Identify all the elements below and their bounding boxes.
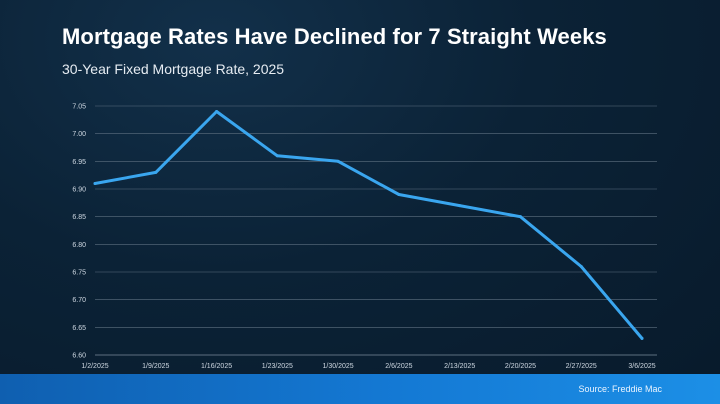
data-point xyxy=(458,204,462,208)
data-point xyxy=(215,110,219,114)
x-tick-label: 3/6/2025 xyxy=(628,363,655,370)
y-tick-label: 7.05 xyxy=(72,104,86,111)
x-tick-label: 1/30/2025 xyxy=(323,363,354,370)
data-point xyxy=(397,193,401,197)
x-tick-label: 1/23/2025 xyxy=(262,363,293,370)
x-tick-label: 2/13/2025 xyxy=(444,363,475,370)
source-note: Source: Freddie Mac xyxy=(578,384,662,394)
data-point xyxy=(579,264,583,268)
x-axis-ticks: 1/2/2025 1/9/2025 1/16/2025 1/23/2025 1/30/2… xyxy=(81,363,655,370)
data-point xyxy=(518,215,522,219)
chart-subtitle: 30-Year Fixed Mortgage Rate, 2025 xyxy=(62,61,285,77)
data-point xyxy=(154,170,158,174)
x-tick-label: 2/6/2025 xyxy=(385,363,412,370)
series-line xyxy=(93,110,644,340)
x-tick-label: 2/20/2025 xyxy=(505,363,536,370)
y-axis-ticks: 6.60 6.65 6.70 6.75 6.80 6.85 6.90 6.95 7.00 7.05 xyxy=(72,104,86,360)
x-tick-label: 1/2/2025 xyxy=(81,363,108,370)
data-point xyxy=(93,181,97,185)
y-tick-label: 6.80 xyxy=(72,242,86,249)
data-point xyxy=(336,159,340,163)
data-point xyxy=(275,154,279,158)
series-layer xyxy=(93,110,644,340)
x-tick-label: 1/9/2025 xyxy=(142,363,169,370)
y-tick-label: 6.90 xyxy=(72,187,86,194)
gridlines xyxy=(95,105,657,356)
y-tick-label: 7.00 xyxy=(72,131,86,138)
y-tick-label: 6.60 xyxy=(72,353,86,360)
chart-title: Mortgage Rates Have Declined for 7 Strai… xyxy=(62,24,607,49)
x-tick-label: 1/16/2025 xyxy=(201,363,232,370)
y-tick-label: 6.75 xyxy=(72,270,86,277)
y-tick-label: 6.85 xyxy=(72,214,86,221)
y-tick-label: 6.65 xyxy=(72,325,86,332)
x-tick-label: 2/27/2025 xyxy=(566,363,597,370)
data-point xyxy=(640,336,644,340)
y-tick-label: 6.70 xyxy=(72,297,86,304)
line-chart: 6.60 6.65 6.70 6.75 6.80 6.85 6.90 6.95 7.00 7.05… xyxy=(72,104,657,370)
y-tick-label: 6.95 xyxy=(72,159,86,166)
footer-bar: Source: Freddie Mac xyxy=(0,374,720,404)
